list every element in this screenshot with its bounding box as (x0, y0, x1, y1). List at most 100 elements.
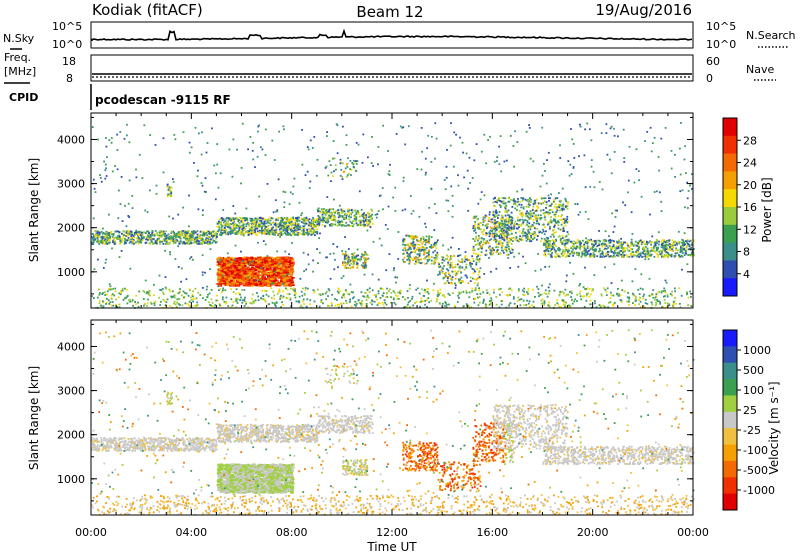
scatter-point (565, 256, 567, 258)
scatter-point (331, 218, 334, 221)
scatter-point (204, 241, 206, 244)
scatter-point (349, 260, 351, 263)
scatter-point (422, 236, 425, 238)
scatter-point (202, 231, 205, 234)
scatter-point (601, 256, 603, 258)
scatter-point (584, 250, 587, 253)
scatter-point (545, 254, 547, 257)
scatter-point (621, 251, 624, 254)
scatter-point (552, 243, 554, 246)
scatter-point (210, 233, 212, 236)
scatter-point (322, 212, 325, 215)
scatter-point (488, 245, 491, 248)
scatter-point (280, 220, 283, 222)
scatter-point (253, 257, 257, 259)
scatter-point (351, 253, 353, 255)
scatter-point (503, 219, 506, 222)
scatter-point (427, 256, 430, 259)
scatter-point (478, 237, 481, 240)
scatter-point (542, 223, 545, 226)
scatter-point (248, 228, 251, 230)
scatter-point (287, 269, 291, 271)
scatter-point (227, 267, 230, 270)
scatter-point (459, 278, 461, 281)
scatter-point (308, 232, 311, 235)
scatter-point (299, 225, 302, 228)
scatter-point (241, 269, 245, 272)
scatter-point (266, 256, 270, 259)
scatter-point (316, 217, 319, 220)
scatter-point (621, 256, 624, 258)
scatter-point (261, 262, 265, 265)
scatter-point (627, 244, 629, 247)
scatter-point (290, 281, 294, 284)
scatter-point (121, 237, 124, 240)
scatter-point (672, 243, 674, 246)
scatter-point (545, 249, 548, 252)
scatter-point (229, 233, 232, 235)
scatter-point (269, 273, 273, 275)
scatter-point (659, 249, 662, 252)
scatter-point (246, 266, 250, 269)
scatter-point (291, 284, 295, 286)
noise-left-tick-top: 10^5 (52, 20, 82, 33)
scatter-point (438, 273, 441, 276)
scatter-point (277, 216, 280, 219)
scatter-point (546, 240, 549, 243)
scatter-point (107, 233, 109, 235)
noise-panel: N.Sky 10^5 10^0 10^5 10^0 N.Search (3, 20, 796, 51)
scatter-point (365, 222, 368, 224)
scatter-point (279, 259, 283, 262)
scatter-point (238, 266, 242, 269)
scatter-point (464, 256, 466, 259)
scatter-point (231, 280, 235, 283)
scatter-point (612, 245, 615, 247)
scatter-point (123, 242, 126, 245)
scatter-point (599, 256, 602, 258)
scatter-point (408, 254, 411, 257)
scatter-point (135, 231, 138, 234)
scatter-point (254, 276, 257, 278)
scatter-point (95, 235, 97, 238)
scatter-point (535, 234, 537, 236)
scatter-point (691, 241, 694, 244)
scatter-point (404, 249, 407, 252)
scatter-point (640, 243, 643, 246)
scatter-point (125, 235, 127, 237)
beam-title: Beam 12 (356, 3, 423, 21)
scatter-point (275, 226, 277, 229)
scatter-point (628, 245, 630, 248)
scatter-point (478, 260, 481, 263)
scatter-point (508, 214, 511, 217)
scatter-point (167, 236, 169, 239)
scatter-point (681, 248, 684, 250)
scatter-point (545, 203, 548, 206)
cpid-label: CPID (9, 91, 38, 104)
scatter-point (469, 280, 472, 282)
scatter-point (271, 227, 273, 230)
scatter-point (490, 238, 492, 241)
scatter-point (518, 238, 521, 240)
scatter-point (637, 245, 640, 248)
scatter-point (503, 222, 505, 225)
scatter-point (527, 200, 530, 202)
scatter-point (426, 239, 428, 241)
scatter-point (590, 255, 593, 258)
scatter-point (502, 226, 505, 229)
scatter-point (452, 266, 454, 269)
scatter-point (184, 242, 186, 245)
scatter-point (690, 254, 693, 257)
scatter-point (547, 213, 550, 216)
scatter-point (405, 234, 408, 237)
scatter-point (451, 255, 453, 258)
scatter-point (479, 241, 482, 244)
scatter-point (491, 218, 494, 221)
scatter-point (551, 246, 554, 248)
scatter-point (447, 255, 449, 258)
scatter-point (403, 261, 405, 263)
scatter-point (187, 230, 190, 232)
scatter-point (522, 231, 525, 234)
scatter-point (522, 234, 524, 237)
scatter-point (265, 268, 269, 270)
scatter-point (114, 230, 117, 233)
